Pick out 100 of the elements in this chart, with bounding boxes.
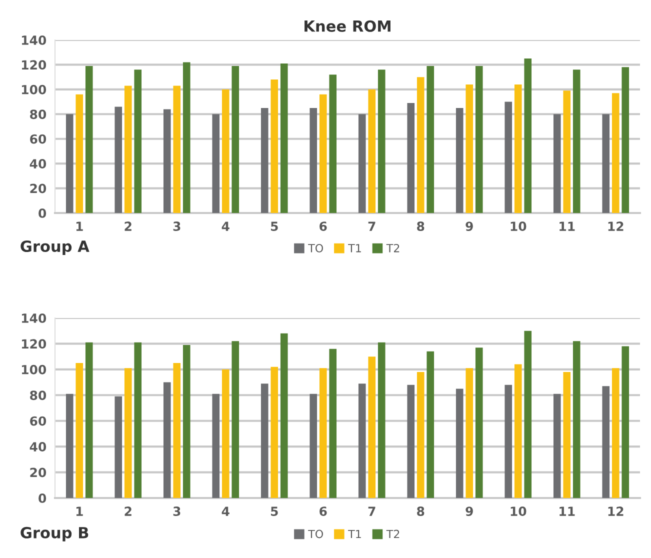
x-tick-label: 8 — [417, 506, 424, 516]
y-tick-label: 40 — [30, 159, 46, 168]
y-tick-label: 120 — [22, 339, 46, 349]
bar — [358, 384, 366, 498]
bar — [222, 369, 230, 498]
y-tick-label: 100 — [22, 364, 46, 374]
x-tick-label: 6 — [320, 506, 327, 516]
x-tick-label: 11 — [560, 222, 575, 231]
x-tick-label: 3 — [173, 222, 180, 232]
bar — [466, 368, 474, 498]
bar — [85, 342, 93, 498]
bar — [134, 70, 142, 213]
bar — [378, 342, 386, 498]
text: Group B — [20, 526, 88, 542]
bar — [514, 364, 522, 498]
bar — [563, 90, 571, 213]
bar — [358, 114, 366, 213]
bar — [456, 388, 464, 498]
bar — [222, 89, 230, 213]
bar — [416, 372, 424, 498]
x-tick-label: 10 — [510, 506, 526, 516]
bar — [260, 384, 268, 498]
bar — [622, 346, 630, 498]
bar — [572, 341, 580, 498]
bar — [504, 102, 512, 213]
bar — [232, 66, 240, 213]
y-tick-label: 0 — [38, 208, 46, 218]
bar — [270, 366, 278, 498]
legend-label: T1 — [348, 244, 361, 252]
bar — [212, 394, 220, 498]
bar — [310, 108, 318, 213]
legend-label: TO — [308, 530, 324, 538]
y-tick-label: 80 — [30, 390, 46, 400]
bar — [426, 66, 434, 213]
x-tick-label: 9 — [466, 222, 473, 232]
bar — [260, 108, 268, 213]
x-tick-label: 1 — [76, 506, 83, 516]
bar — [602, 386, 610, 498]
bar — [76, 94, 84, 213]
x-tick-label: 10 — [510, 222, 526, 232]
bar — [368, 356, 376, 498]
bar — [163, 382, 171, 498]
y-tick-label: 60 — [30, 134, 46, 144]
bar — [622, 67, 630, 213]
bar — [368, 89, 376, 213]
bar — [319, 368, 327, 498]
bar — [270, 80, 278, 213]
bar — [475, 66, 483, 213]
y-tick-label: 100 — [22, 84, 46, 94]
bar — [280, 333, 288, 498]
bar — [524, 58, 532, 213]
y-tick-label: 140 — [22, 35, 46, 45]
bar — [85, 66, 93, 213]
bar — [329, 348, 337, 498]
bar — [76, 363, 84, 498]
bar — [173, 86, 181, 213]
bar — [163, 109, 171, 213]
x-tick-label: 12 — [608, 222, 624, 231]
bar — [319, 94, 327, 213]
y-tick-label: 60 — [30, 416, 46, 426]
bar — [124, 368, 132, 498]
bar — [280, 63, 288, 213]
bar — [232, 341, 240, 498]
x-tick-label: 5 — [270, 222, 278, 232]
bar — [114, 396, 122, 498]
bar — [563, 372, 571, 498]
bar — [66, 114, 74, 213]
x-tick-label: 6 — [320, 222, 327, 232]
bar — [212, 114, 220, 213]
bar — [553, 114, 561, 213]
bar — [182, 62, 190, 213]
bar — [114, 106, 122, 213]
y-tick-label: 20 — [30, 468, 46, 478]
bar — [66, 394, 74, 498]
chart-title: Knee ROM — [304, 20, 390, 32]
bar — [504, 384, 512, 498]
bar — [475, 348, 483, 498]
legend-label: TO — [308, 244, 324, 252]
y-tick-label: 40 — [30, 442, 46, 452]
x-tick-label: 4 — [222, 222, 230, 231]
x-tick-label: 5 — [270, 506, 278, 516]
legend-label: T1 — [348, 530, 361, 538]
bar — [124, 86, 132, 213]
bar — [514, 84, 522, 213]
y-tick-label: 0 — [38, 493, 46, 503]
x-tick-label: 3 — [173, 506, 180, 516]
x-tick-label: 4 — [222, 506, 230, 516]
x-tick-label: 2 — [124, 506, 132, 516]
y-tick-label: 80 — [30, 110, 46, 120]
x-tick-label: 11 — [560, 506, 575, 516]
legend-label: T2 — [386, 530, 400, 538]
bar — [426, 351, 434, 498]
bar — [612, 93, 620, 213]
bar — [329, 74, 337, 213]
y-tick-label: 120 — [22, 60, 46, 70]
x-tick-label: 8 — [417, 222, 424, 232]
bar — [602, 114, 610, 213]
bar — [466, 84, 474, 213]
y-tick-label: 20 — [30, 184, 46, 194]
bar — [612, 368, 620, 498]
